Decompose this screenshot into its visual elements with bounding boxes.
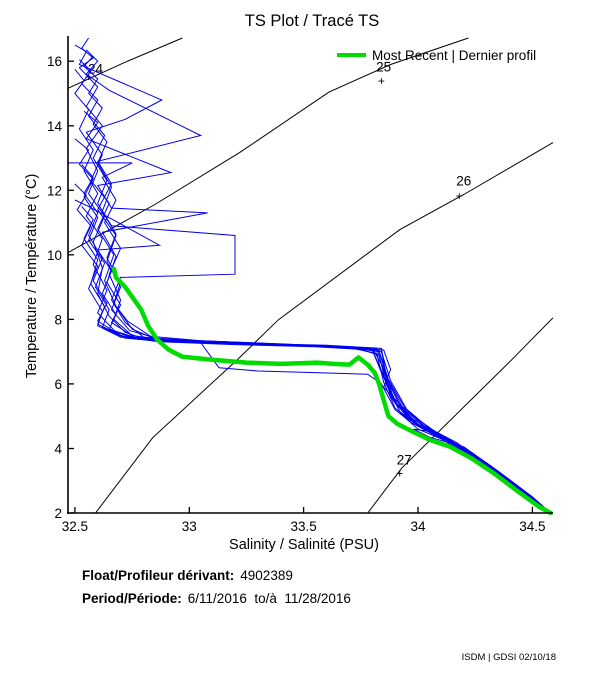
profile-line-4 (79, 59, 552, 514)
isopycnal-27-line (367, 317, 554, 514)
float-id-label: Float/Profileur dérivant: (82, 568, 235, 583)
isopycnal-26-label: 26 (456, 174, 471, 189)
float-id-value: 4902389 (240, 568, 293, 583)
legend-label: Most Recent | Dernier profil (372, 48, 536, 63)
isopycnal-25-line (67, 37, 469, 254)
period-label: Period/Période: (82, 591, 182, 606)
x-tick-label: 32.5 (62, 519, 88, 534)
isopycnal-25-label: 25 (376, 60, 391, 75)
y-tick-label: 4 (54, 442, 62, 457)
ts-plot-chart: TS Plot / Tracé TS +24+25+26+27 32.5 33 33… (24, 12, 554, 553)
profile-line-9 (81, 164, 552, 514)
most-recent-line (111, 266, 553, 515)
y-tick-label: 2 (54, 506, 62, 521)
x-axis-label: Salinity / Salinité (PSU) (229, 537, 379, 553)
y-tick-label: 8 (54, 312, 62, 327)
isopycnal-24-line (67, 37, 183, 89)
x-tick-label: 33.5 (290, 519, 316, 534)
issuer-stamp: ISDM | GDSI 02/10/18 (461, 652, 556, 663)
isopycnal-27-label: 27 (397, 453, 412, 468)
float-id-line: Float/Profileur dérivant: 4902389 (82, 568, 293, 583)
isopycnal-27-marker: + (396, 467, 403, 481)
isopycnal-26-line (95, 142, 554, 514)
profile-line-12 (81, 206, 551, 514)
isopycnal-contours: +24+25+26+27 (67, 37, 554, 514)
x-tick-label: 34 (410, 519, 426, 534)
y-tick-label: 10 (47, 248, 62, 263)
profile-line-7 (83, 110, 551, 514)
x-tick-label: 33 (182, 519, 197, 534)
axes: 32.5 33 33.5 34 34.5 2 4 6 8 10 12 14 16 (47, 36, 553, 534)
y-tick-label: 16 (47, 54, 62, 69)
y-tick-label: 14 (47, 119, 63, 134)
isopycnal-25-marker: + (378, 74, 385, 88)
historic-profiles (68, 37, 552, 514)
isopycnal-26-marker: + (456, 189, 463, 203)
x-tick-label: 34.5 (519, 519, 545, 534)
y-axis-label: Temperature / Température (°C) (24, 174, 40, 379)
period-value: 6/11/2016 to/à 11/28/2016 (187, 591, 351, 606)
profile-line-13 (83, 56, 552, 514)
profile-line-2 (74, 44, 551, 514)
profile-line-3 (85, 49, 552, 514)
y-tick-label: 12 (47, 183, 62, 198)
period-line: Period/Période: 6/11/2016 to/à 11/28/2016 (82, 591, 351, 606)
most-recent-profile (111, 266, 553, 515)
chart-title: TS Plot / Tracé TS (245, 12, 380, 30)
y-tick-label: 6 (54, 377, 62, 392)
